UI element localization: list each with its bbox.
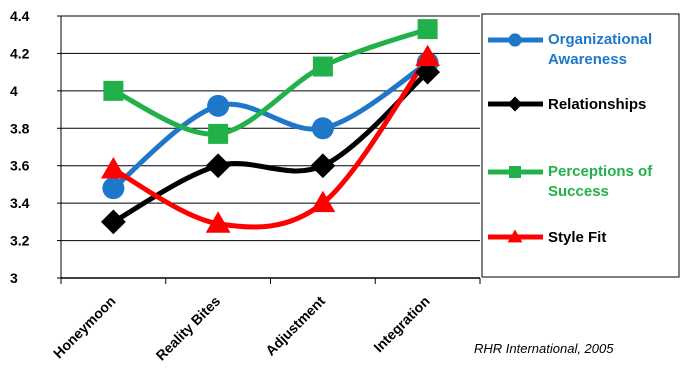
series-lines — [110, 26, 431, 230]
series-line-0 — [110, 60, 431, 191]
y-tick-label: 4.4 — [10, 8, 30, 24]
legend-swatch-marker — [508, 33, 522, 47]
data-point-3-0 — [100, 157, 126, 179]
legend-swatch-marker — [507, 96, 523, 112]
data-point-0-1 — [207, 94, 230, 117]
legend-label: Perceptions of Success — [548, 163, 653, 200]
source-annotation: RHR International, 2005 — [474, 341, 614, 356]
data-point-2-1 — [208, 123, 229, 144]
x-axis: Honeymoon Reality Bites Adjustment Integrat… — [50, 277, 481, 364]
data-point-2-2 — [312, 56, 333, 77]
y-tick-label: 4.2 — [10, 45, 30, 61]
x-tick-label: Honeymoon — [50, 293, 119, 362]
legend-label: Relationships — [548, 96, 646, 113]
data-point-1-1 — [205, 153, 231, 179]
series-line-2 — [110, 26, 431, 137]
data-point-2-0 — [103, 80, 124, 101]
data-point-2-3 — [417, 19, 438, 40]
data-point-0-0 — [102, 177, 125, 200]
y-tick-label: 3.2 — [10, 233, 30, 249]
data-point-3-1 — [205, 211, 231, 233]
data-point-3-3 — [415, 44, 441, 67]
x-tick-label: Integration — [370, 293, 432, 355]
legend-label: Organizational Awareness — [548, 31, 652, 68]
legend-swatch-marker — [509, 166, 521, 178]
x-tick-label: Reality Bites — [153, 293, 224, 364]
y-tick-label: 3.6 — [10, 158, 30, 174]
y-tick-label: 3.8 — [10, 120, 30, 136]
y-tick-label: 3.4 — [10, 195, 30, 211]
y-tick-label: 3 — [10, 270, 18, 286]
data-point-3-2 — [310, 190, 336, 213]
grid-lines — [61, 15, 480, 279]
data-point-1-0 — [100, 209, 126, 235]
series-markers — [100, 19, 441, 235]
data-point-0-2 — [311, 117, 334, 140]
y-tick-label: 4 — [10, 83, 18, 99]
x-tick-label: Adjustment — [262, 293, 328, 359]
data-point-1-2 — [310, 153, 336, 179]
legend-swatch-marker — [507, 229, 523, 243]
series-line-3 — [110, 54, 431, 230]
legend: Organizational Awareness Relationships Perc… — [481, 13, 680, 278]
y-axis: 3 3.2 3.4 3.6 3.8 4 4.2 4.4 — [10, 8, 62, 286]
series-line-1 — [110, 69, 431, 225]
legend-label: Style Fit — [548, 229, 606, 246]
data-point-1-3 — [415, 59, 441, 85]
